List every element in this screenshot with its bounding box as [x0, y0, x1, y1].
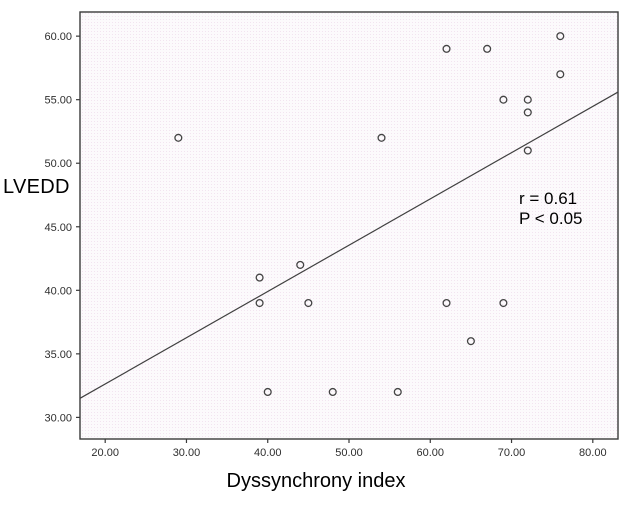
y-tick-label: 60.00 — [44, 31, 72, 43]
y-tick-label: 50.00 — [44, 158, 72, 170]
data-point — [328, 387, 337, 397]
x-tick-label: 30.00 — [173, 447, 201, 459]
data-point — [296, 260, 305, 269]
correlation-annotation: r = 0.61 P < 0.05 — [519, 189, 583, 228]
data-point — [556, 70, 565, 79]
data-point — [523, 108, 532, 117]
data-point — [556, 32, 565, 41]
data-point — [523, 146, 532, 155]
x-axis-title: Dyssynchrony index — [226, 470, 406, 492]
data-point — [174, 133, 183, 142]
r-value-text: r = 0.61 — [519, 189, 578, 208]
data-point — [304, 298, 313, 308]
data-point — [255, 273, 264, 282]
y-axis-title: LVEDD — [3, 176, 70, 198]
y-tick-label: 55.00 — [44, 95, 72, 107]
data-point — [255, 298, 264, 308]
y-tick-label: 45.00 — [44, 222, 72, 234]
x-tick-label: 80.00 — [579, 447, 607, 459]
data-point — [499, 298, 508, 308]
data-point — [263, 387, 272, 397]
data-point — [393, 387, 402, 397]
y-tick-label: 40.00 — [44, 285, 72, 297]
x-tick-label: 40.00 — [254, 447, 282, 459]
data-point — [442, 44, 451, 53]
data-point — [499, 95, 508, 104]
y-tick-label: 30.00 — [44, 412, 72, 424]
plot-area-frame — [79, 11, 619, 440]
data-point — [442, 298, 451, 308]
data-point — [377, 133, 386, 142]
y-tick-label: 35.00 — [44, 349, 72, 361]
x-tick-label: 70.00 — [498, 447, 526, 459]
p-value-text: P < 0.05 — [519, 208, 583, 228]
x-tick-label: 60.00 — [417, 447, 445, 459]
data-point — [483, 44, 492, 53]
x-tick-label: 20.00 — [91, 447, 119, 459]
data-point — [466, 337, 475, 346]
x-tick-label: 50.00 — [335, 447, 363, 459]
trend-line — [79, 91, 619, 399]
data-point — [523, 95, 532, 104]
